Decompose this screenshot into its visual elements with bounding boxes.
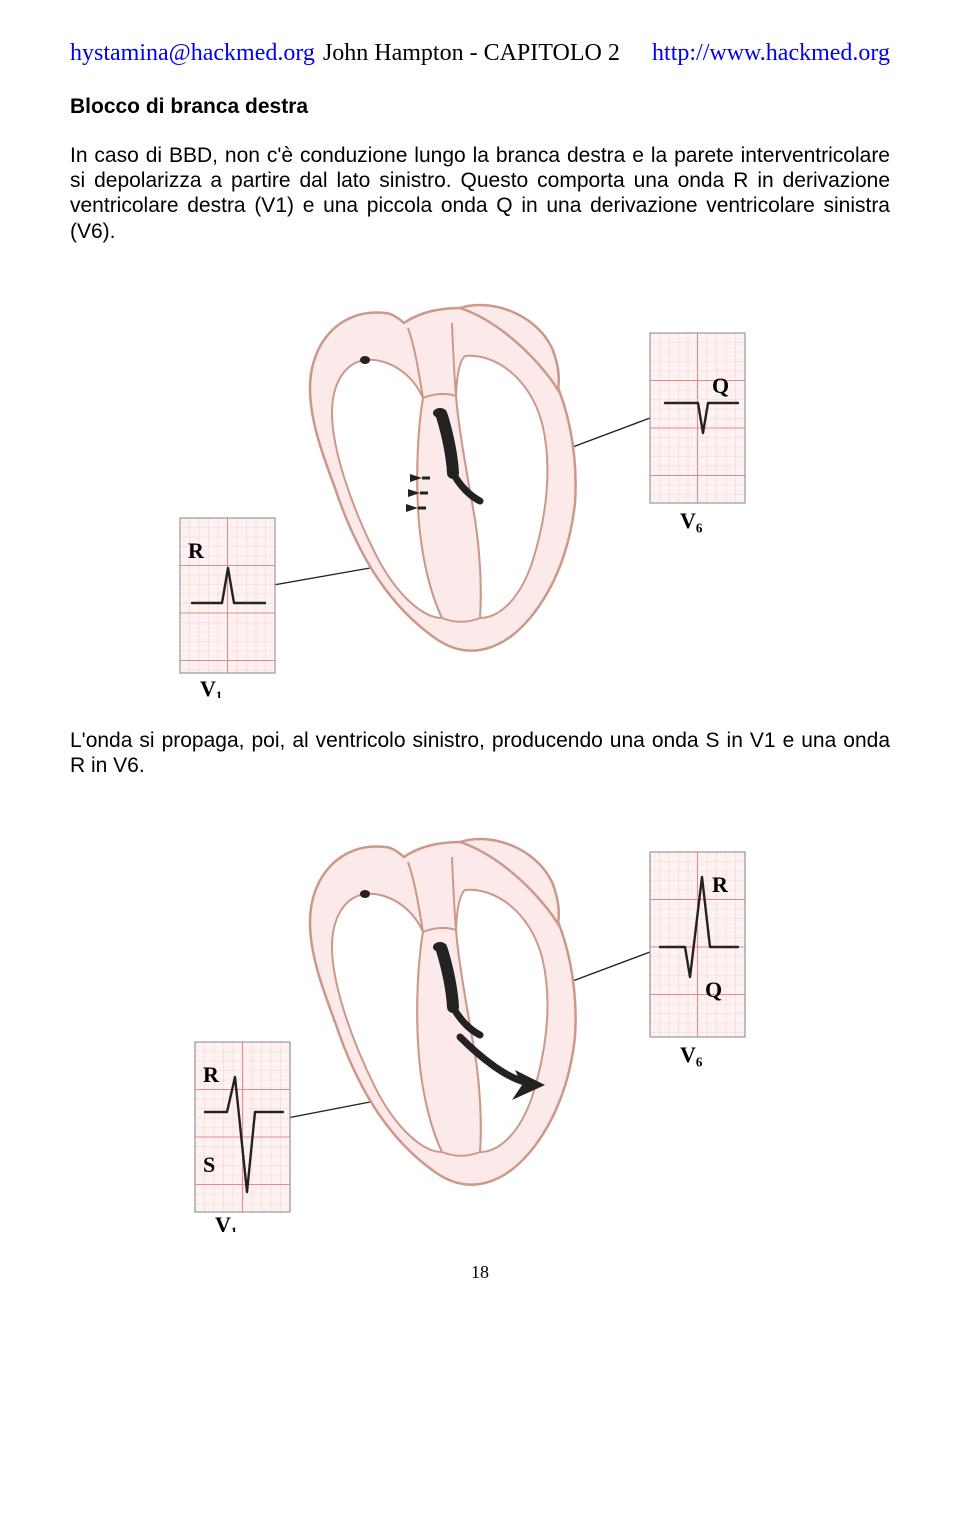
paragraph-1: In caso di BBD, non c'è conduzione lungo… [70,143,890,244]
v1-label: V₁ [215,1212,237,1232]
v1-ecg-grid: R [180,518,275,673]
figure-2: R Q V₆ [70,802,890,1232]
v6-label: V₆ [680,1042,703,1067]
page-number: 18 [70,1262,890,1283]
v6-ecg-grid: Q [650,333,745,503]
page-header: hystamina@hackmed.org John Hampton - CAP… [70,40,890,67]
v1-label: V₁ [200,676,222,698]
v6-label: V₆ [680,508,703,533]
figure-1: Q V₆ [70,268,890,698]
paragraph-2: L'onda si propaga, poi, al ventricolo si… [70,728,890,778]
v6-ecg-grid: R Q [650,852,745,1037]
v1-wave-r: R [203,1062,220,1087]
page: hystamina@hackmed.org John Hampton - CAP… [0,0,960,1313]
v1-wave-label: R [188,538,205,563]
v6-wave-label: Q [712,373,729,398]
v6-wave-r: R [712,872,729,897]
v1-wave-s: S [203,1152,215,1177]
section-title: Blocco di branca destra [70,95,890,119]
header-title: John Hampton - CAPITOLO 2 [315,40,652,67]
heart-diagram [310,839,576,1185]
v6-wave-q: Q [705,977,722,1002]
figure-1-svg: Q V₆ [160,268,800,698]
v1-ecg-grid: R S [195,1042,290,1212]
header-email: hystamina@hackmed.org [70,40,315,67]
header-url: http://www.hackmed.org [652,40,890,67]
heart-diagram [310,305,576,651]
figure-2-svg: R Q V₆ [160,802,800,1232]
